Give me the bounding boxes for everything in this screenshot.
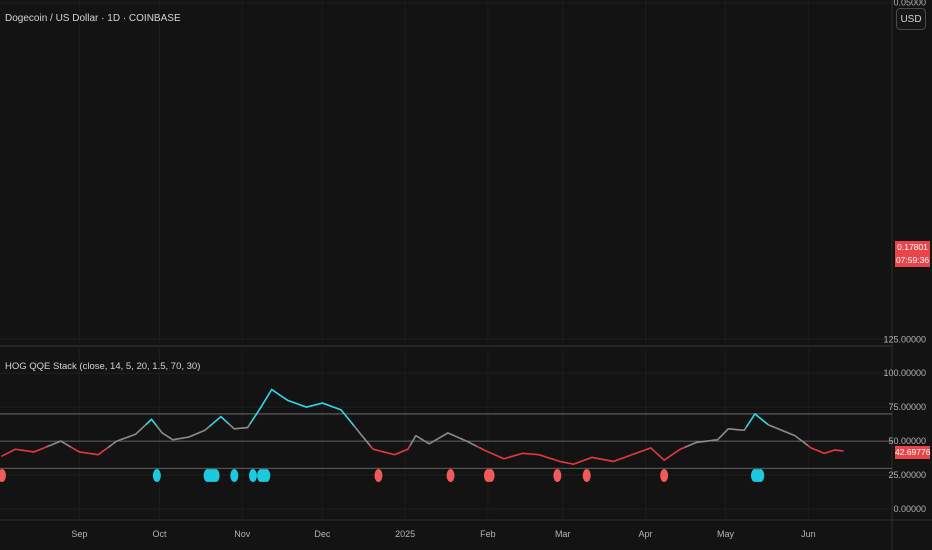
indicator-tick-label: 125.00000 xyxy=(883,334,926,344)
qqe-line-segment xyxy=(746,421,751,427)
qqe-signal-dot xyxy=(756,469,765,483)
time-tick-label: Apr xyxy=(638,529,652,539)
time-tick-label: Feb xyxy=(480,529,496,539)
qqe-line-segment xyxy=(262,397,268,404)
time-tick-label: Dec xyxy=(314,529,331,539)
time-tick-label: May xyxy=(717,529,735,539)
currency-button[interactable]: USD xyxy=(896,8,926,30)
qqe-line-segment xyxy=(265,393,270,400)
indicator-title: HOG QQE Stack (close, 14, 5, 20, 1.5, 70… xyxy=(5,361,201,372)
qqe-signal-dot xyxy=(262,469,271,483)
axes: 0.450000.400000.350000.300000.250000.200… xyxy=(71,0,926,539)
qqe-signal-dot xyxy=(248,469,257,483)
qqe-line-segment xyxy=(751,413,756,419)
qqe-line-segment xyxy=(246,422,252,429)
qqe-signal-dot xyxy=(0,469,6,483)
qqe-line-segment xyxy=(260,401,265,408)
qqe-signal-dot xyxy=(374,469,383,483)
qqe-signal-dot xyxy=(486,469,495,483)
indicator-tick-label: 25.00000 xyxy=(888,470,926,480)
qqe-line-segment xyxy=(748,417,754,423)
qqe-line-segment xyxy=(412,434,417,441)
qqe-signal-dot xyxy=(211,469,220,483)
last-price-tag: 0.17801 xyxy=(895,241,930,254)
qqe-level-lines xyxy=(0,413,892,469)
qqe-line-segment xyxy=(249,418,254,425)
qqe-signal-dot xyxy=(446,469,455,483)
indicator-tick-label: 75.00000 xyxy=(888,402,926,412)
time-tick-label: Oct xyxy=(153,529,168,539)
indicator-tick-label: 50.00000 xyxy=(888,436,926,446)
qqe-line-segment xyxy=(743,425,748,432)
qqe-signal-dot xyxy=(582,469,591,483)
indicator-tick-label: 100.00000 xyxy=(883,368,926,378)
indicator-tick-label: 0.00000 xyxy=(893,504,926,514)
qqe-line-segment xyxy=(252,414,257,421)
qqe-signal-dots xyxy=(0,469,765,483)
time-tick-label: Nov xyxy=(234,529,251,539)
time-tick-label: 2025 xyxy=(395,529,415,539)
qqe-signal-dot xyxy=(152,469,161,483)
qqe-line-segment xyxy=(254,410,260,417)
qqe-line-segment xyxy=(409,439,414,446)
qqe-signal-dot xyxy=(660,469,669,483)
qqe-line-segment xyxy=(257,406,262,413)
qqe-signal-dot xyxy=(230,469,239,483)
symbol-title: Dogecoin / US Dollar · 1D · COINBASE xyxy=(5,13,181,24)
qqe-value-tag: 42.69776 xyxy=(895,446,931,459)
qqe-line-segment xyxy=(407,443,412,451)
qqe-line-segment xyxy=(268,388,273,395)
qqe-signal-dot xyxy=(553,469,562,483)
qqe-line-series xyxy=(1,388,844,465)
price-tick-label: 0.05000 xyxy=(893,0,926,8)
time-tick-label: Jun xyxy=(801,529,816,539)
countdown-tag: 07:59:36 xyxy=(895,254,930,267)
time-tick-label: Sep xyxy=(71,529,87,539)
time-tick-label: Mar xyxy=(555,529,571,539)
